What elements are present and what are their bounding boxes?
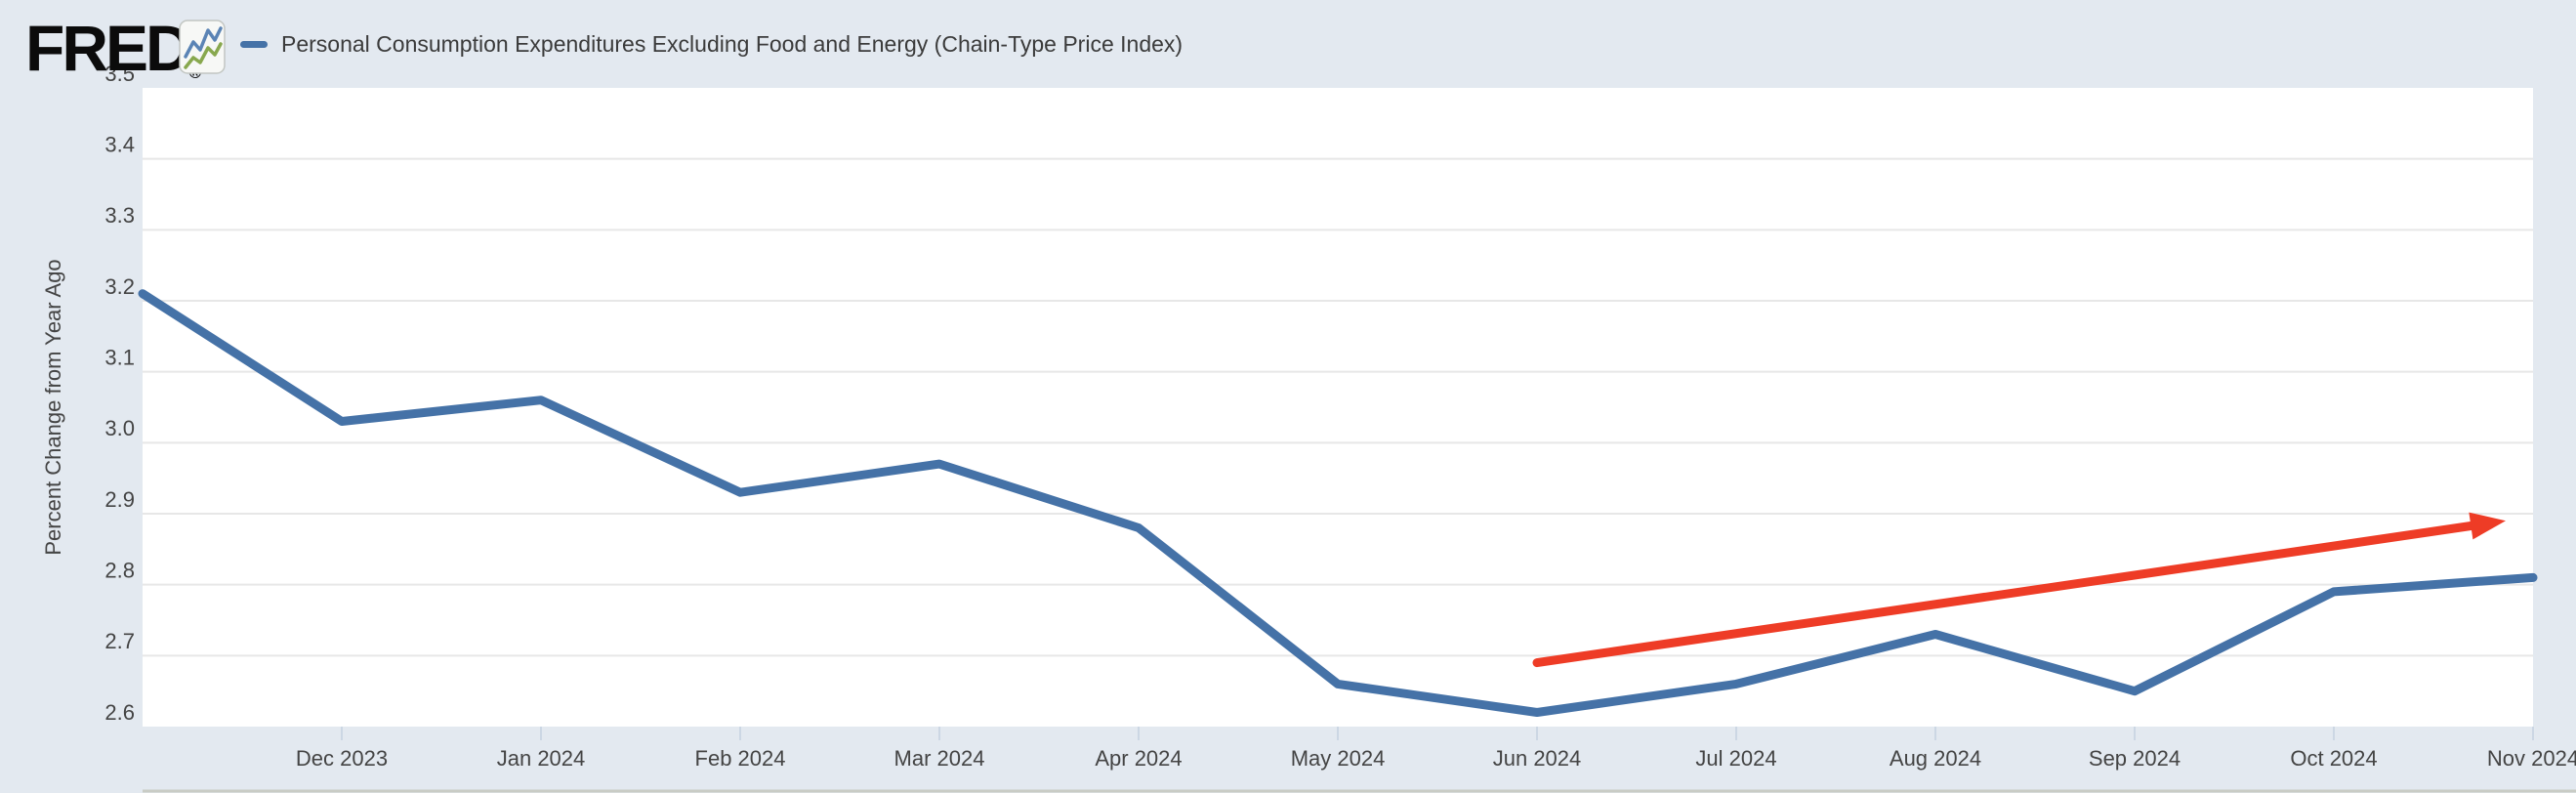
y-tick-label: 3.0	[104, 416, 135, 440]
y-tick-label: 3.3	[104, 203, 135, 228]
series-line	[138, 289, 2538, 717]
y-tick-label: 2.9	[104, 487, 135, 512]
fred-chart-icon	[179, 20, 226, 74]
trend-arrow-head	[2469, 512, 2506, 540]
trend-arrow-shaft	[1532, 521, 2481, 668]
header: FRED® Personal Consumption Expenditures …	[0, 0, 2576, 84]
y-tick-label: 3.5	[104, 62, 135, 86]
fred-logo-text: FRED	[25, 12, 192, 84]
x-tick-label: Oct 2024	[2290, 746, 2377, 771]
y-tick-label: 3.1	[104, 345, 135, 369]
y-tick-label: 3.2	[104, 274, 135, 299]
x-tick-label: Aug 2024	[1890, 746, 1981, 771]
fred-logo[interactable]: FRED®	[25, 16, 201, 81]
y-tick-label: 2.7	[104, 629, 135, 653]
y-axis-title: Percent Change from Year Ago	[41, 259, 65, 555]
x-tick-label: Jan 2024	[497, 746, 586, 771]
y-tick-label: 2.8	[104, 558, 135, 582]
x-axis-tick-marks	[341, 727, 2534, 740]
plot-area[interactable]	[143, 88, 2533, 727]
x-tick-label: Sep 2024	[2089, 746, 2181, 771]
legend-series-label: Personal Consumption Expenditures Exclud…	[281, 30, 1184, 57]
x-tick-label: Jun 2024	[1493, 746, 1582, 771]
x-tick-label: Feb 2024	[695, 746, 786, 771]
y-tick-label: 3.4	[104, 132, 135, 156]
x-tick-label: Nov 2024	[2487, 746, 2576, 771]
x-tick-label: Apr 2024	[1095, 746, 1182, 771]
trend-arrow-annotation	[1532, 512, 2506, 668]
x-tick-label: Mar 2024	[894, 746, 985, 771]
x-axis-tick-labels: Dec 2023 Jan 2024 Feb 2024 Mar 2024 Apr 2024…	[296, 746, 2576, 771]
legend-line-swatch	[240, 40, 268, 48]
gridlines	[143, 157, 2533, 657]
x-tick-label: Jul 2024	[1695, 746, 1776, 771]
y-axis-tick-labels: 3.5 3.4 3.3 3.2 3.1 3.0 2.9 2.8 2.7 2.6	[104, 62, 135, 725]
x-tick-label: May 2024	[1291, 746, 1386, 771]
x-tick-label: Dec 2023	[296, 746, 388, 771]
y-tick-label: 2.6	[104, 700, 135, 725]
chart-legend: Personal Consumption Expenditures Exclud…	[240, 0, 1183, 84]
